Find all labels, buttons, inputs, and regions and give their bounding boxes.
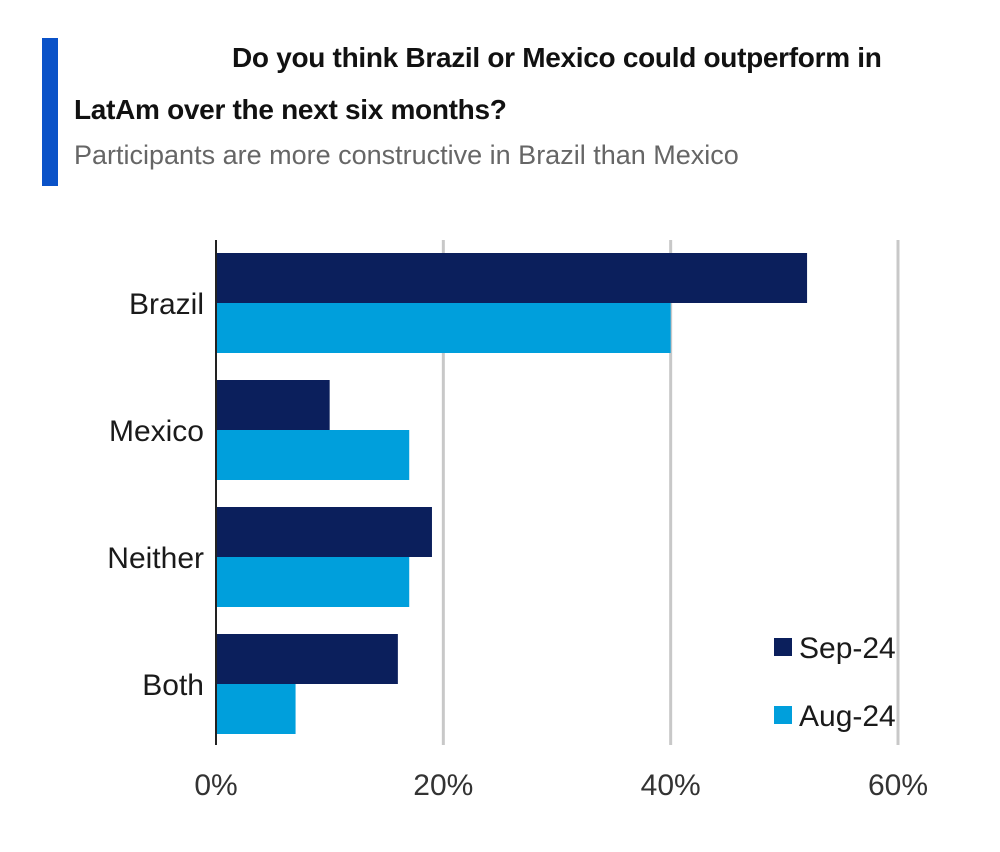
label-layer: 0% 20% 40% 60% Brazil Mexico Neither Both xyxy=(107,288,928,802)
legend-swatch-sep-24 xyxy=(774,638,792,656)
bar-brazil-aug-24 xyxy=(216,303,671,353)
legend: Sep-24 Aug-24 xyxy=(774,632,896,733)
bar-neither-sep-24 xyxy=(216,507,432,557)
x-tick-label: 0% xyxy=(194,769,237,802)
bar-mexico-sep-24 xyxy=(216,380,330,430)
accent-bar xyxy=(42,38,58,186)
bar-mexico-aug-24 xyxy=(216,430,410,480)
legend-swatch-aug-24 xyxy=(774,706,792,724)
category-label-brazil: Brazil xyxy=(129,288,204,321)
legend-label-sep-24: Sep-24 xyxy=(799,632,896,665)
category-label-neither: Neither xyxy=(107,542,204,575)
x-tick-label: 60% xyxy=(868,769,928,802)
category-label-mexico: Mexico xyxy=(109,415,204,448)
chart-subtitle: Participants are more constructive in Br… xyxy=(74,140,739,170)
bar-brazil-sep-24 xyxy=(216,253,808,303)
bar-layer xyxy=(216,253,808,734)
chart-title-line-2: LatAm over the next six months? xyxy=(74,94,507,125)
bar-both-sep-24 xyxy=(216,634,398,684)
chart-title-line-1: Do you think Brazil or Mexico could outp… xyxy=(232,42,882,73)
category-label-both: Both xyxy=(142,669,204,702)
x-tick-label: 20% xyxy=(413,769,473,802)
bar-both-aug-24 xyxy=(216,684,296,734)
x-tick-label: 40% xyxy=(641,769,701,802)
bar-neither-aug-24 xyxy=(216,557,410,607)
legend-label-aug-24: Aug-24 xyxy=(799,700,896,733)
